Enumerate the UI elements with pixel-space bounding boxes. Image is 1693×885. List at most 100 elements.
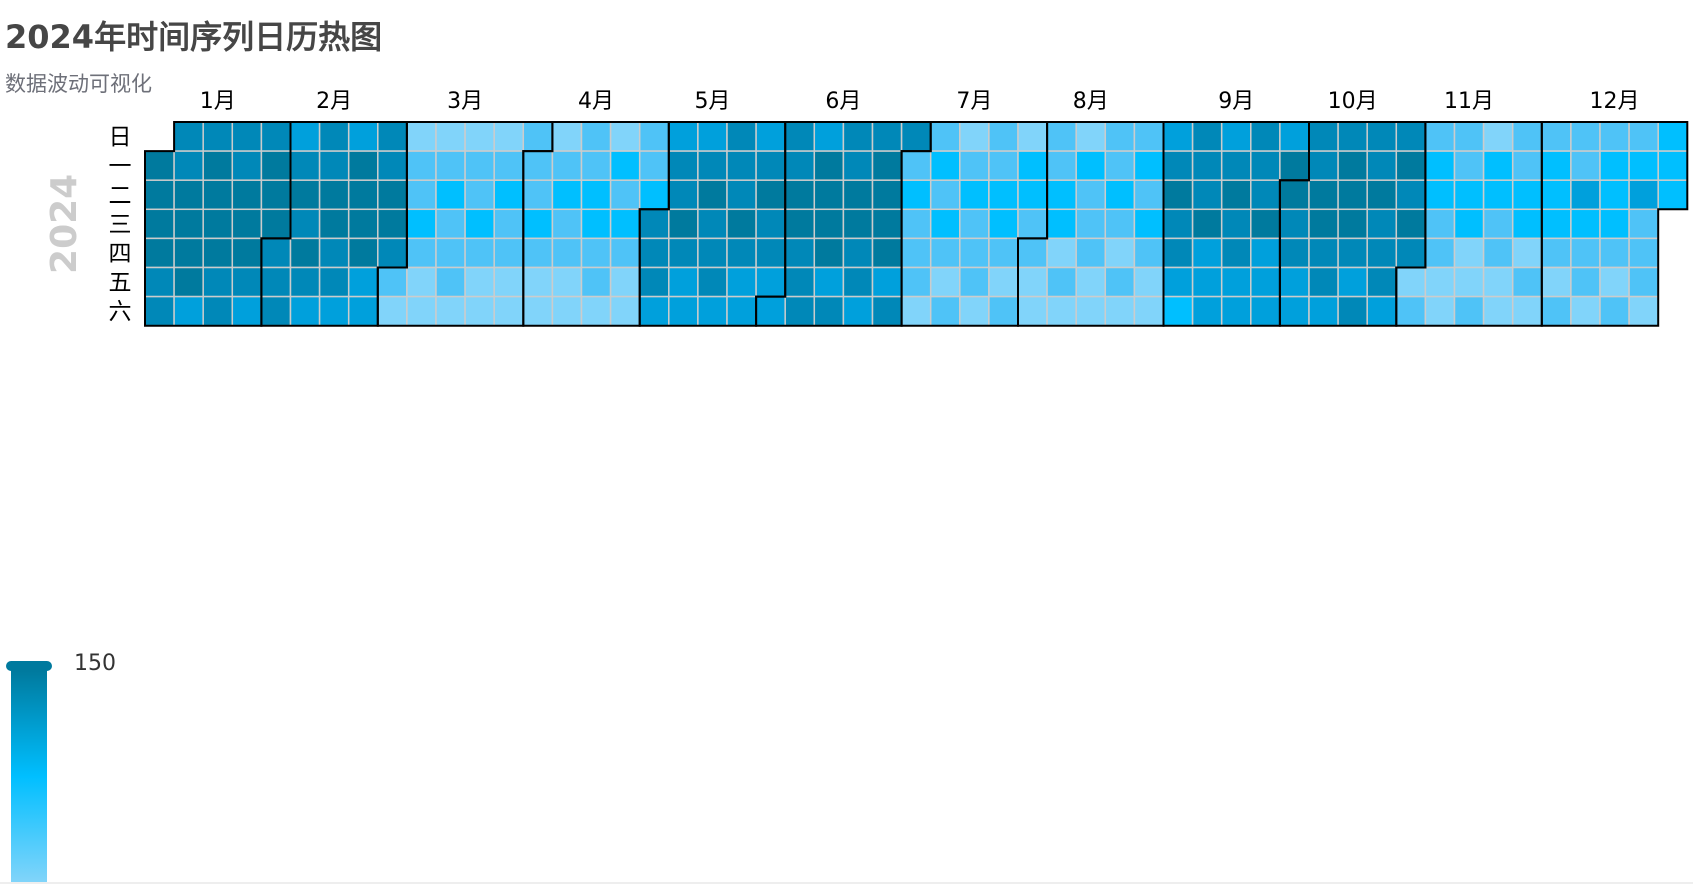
heatmap-cell[interactable] xyxy=(1220,208,1252,240)
heatmap-cell[interactable] xyxy=(1075,208,1107,240)
heatmap-cell[interactable] xyxy=(697,295,728,327)
heatmap-cell[interactable] xyxy=(813,266,845,298)
heatmap-cell[interactable] xyxy=(522,208,554,240)
heatmap-cell[interactable] xyxy=(1250,150,1281,181)
heatmap-cell[interactable] xyxy=(173,266,204,298)
heatmap-cell[interactable] xyxy=(1511,179,1543,211)
heatmap-cell[interactable] xyxy=(842,295,874,327)
heatmap-cell[interactable] xyxy=(842,179,874,211)
heatmap-cell[interactable] xyxy=(464,295,495,327)
heatmap-cell[interactable] xyxy=(493,266,525,298)
heatmap-cell[interactable] xyxy=(1308,150,1339,181)
heatmap-cell[interactable] xyxy=(289,179,321,211)
heatmap-cell[interactable] xyxy=(871,208,903,240)
heatmap-cell[interactable] xyxy=(1599,121,1630,152)
heatmap-cell[interactable] xyxy=(1541,208,1572,240)
heatmap-cell[interactable] xyxy=(522,266,554,298)
heatmap-cell[interactable] xyxy=(1250,179,1281,211)
heatmap-cell[interactable] xyxy=(1570,208,1601,240)
heatmap-cell[interactable] xyxy=(638,237,670,269)
heatmap-cell[interactable] xyxy=(1424,179,1456,211)
heatmap-cell[interactable] xyxy=(842,121,874,152)
heatmap-cell[interactable] xyxy=(1424,266,1456,298)
heatmap-cell[interactable] xyxy=(1570,179,1601,211)
heatmap-cell[interactable] xyxy=(959,295,990,327)
heatmap-cell[interactable] xyxy=(377,121,408,152)
heatmap-cell[interactable] xyxy=(1599,237,1630,269)
heatmap-cell[interactable] xyxy=(638,179,670,211)
visual-map-bar[interactable] xyxy=(11,671,47,882)
heatmap-cell[interactable] xyxy=(202,295,234,327)
heatmap-cell[interactable] xyxy=(1250,121,1281,152)
heatmap-cell[interactable] xyxy=(580,266,612,298)
heatmap-cell[interactable] xyxy=(202,150,234,181)
heatmap-cell[interactable] xyxy=(1657,121,1689,152)
heatmap-cell[interactable] xyxy=(347,208,379,240)
heatmap-cell[interactable] xyxy=(668,208,699,240)
heatmap-cell[interactable] xyxy=(1511,237,1543,269)
heatmap-cell[interactable] xyxy=(988,150,1019,181)
heatmap-cell[interactable] xyxy=(1162,295,1194,327)
heatmap-cell[interactable] xyxy=(1279,295,1310,327)
heatmap-cell[interactable] xyxy=(726,266,757,298)
heatmap-cell[interactable] xyxy=(1162,237,1194,269)
heatmap-cell[interactable] xyxy=(1599,266,1630,298)
heatmap-cell[interactable] xyxy=(1337,150,1368,181)
heatmap-cell[interactable] xyxy=(1541,150,1572,181)
heatmap-cell[interactable] xyxy=(377,295,408,327)
heatmap-cell[interactable] xyxy=(1162,121,1194,152)
heatmap-cell[interactable] xyxy=(988,179,1019,211)
heatmap-cell[interactable] xyxy=(1017,208,1048,240)
heatmap-cell[interactable] xyxy=(493,121,525,152)
heatmap-cell[interactable] xyxy=(1395,208,1427,240)
heatmap-cell[interactable] xyxy=(1017,237,1048,269)
heatmap-cell[interactable] xyxy=(668,295,699,327)
heatmap-cell[interactable] xyxy=(1046,295,1077,327)
heatmap-cell[interactable] xyxy=(1075,237,1107,269)
heatmap-cell[interactable] xyxy=(522,121,554,152)
heatmap-cell[interactable] xyxy=(1395,295,1427,327)
heatmap-cell[interactable] xyxy=(551,295,583,327)
heatmap-cell[interactable] xyxy=(1308,295,1339,327)
heatmap-cell[interactable] xyxy=(959,121,990,152)
heatmap-cell[interactable] xyxy=(1075,266,1107,298)
heatmap-cell[interactable] xyxy=(1046,266,1077,298)
heatmap-cell[interactable] xyxy=(522,295,554,327)
heatmap-cell[interactable] xyxy=(1570,295,1601,327)
heatmap-cell[interactable] xyxy=(609,121,641,152)
heatmap-cell[interactable] xyxy=(260,295,292,327)
heatmap-cell[interactable] xyxy=(1453,208,1485,240)
heatmap-cell[interactable] xyxy=(493,179,525,211)
heatmap-cell[interactable] xyxy=(1570,237,1601,269)
heatmap-cell[interactable] xyxy=(406,179,437,211)
heatmap-cell[interactable] xyxy=(202,266,234,298)
heatmap-cell[interactable] xyxy=(1657,179,1689,211)
heatmap-cell[interactable] xyxy=(1133,237,1165,269)
heatmap-cell[interactable] xyxy=(697,266,728,298)
heatmap-cell[interactable] xyxy=(1162,150,1194,181)
heatmap-cell[interactable] xyxy=(697,208,728,240)
heatmap-cell[interactable] xyxy=(988,121,1019,152)
heatmap-cell[interactable] xyxy=(1017,150,1048,181)
heatmap-cell[interactable] xyxy=(1366,295,1398,327)
heatmap-cell[interactable] xyxy=(231,179,263,211)
heatmap-cell[interactable] xyxy=(144,237,175,269)
heatmap-cell[interactable] xyxy=(406,150,437,181)
heatmap-cell[interactable] xyxy=(464,150,495,181)
heatmap-cell[interactable] xyxy=(1570,150,1601,181)
heatmap-cell[interactable] xyxy=(289,237,321,269)
heatmap-cell[interactable] xyxy=(1250,266,1281,298)
heatmap-cell[interactable] xyxy=(755,295,786,327)
heatmap-cell[interactable] xyxy=(144,150,175,181)
heatmap-cell[interactable] xyxy=(1104,266,1136,298)
heatmap-cell[interactable] xyxy=(1133,208,1165,240)
heatmap-cell[interactable] xyxy=(231,208,263,240)
heatmap-cell[interactable] xyxy=(347,266,379,298)
heatmap-cell[interactable] xyxy=(1599,208,1630,240)
heatmap-cell[interactable] xyxy=(959,237,990,269)
heatmap-cell[interactable] xyxy=(726,121,757,152)
heatmap-cell[interactable] xyxy=(551,121,583,152)
heatmap-cell[interactable] xyxy=(668,237,699,269)
heatmap-cell[interactable] xyxy=(784,266,816,298)
heatmap-cell[interactable] xyxy=(144,208,175,240)
